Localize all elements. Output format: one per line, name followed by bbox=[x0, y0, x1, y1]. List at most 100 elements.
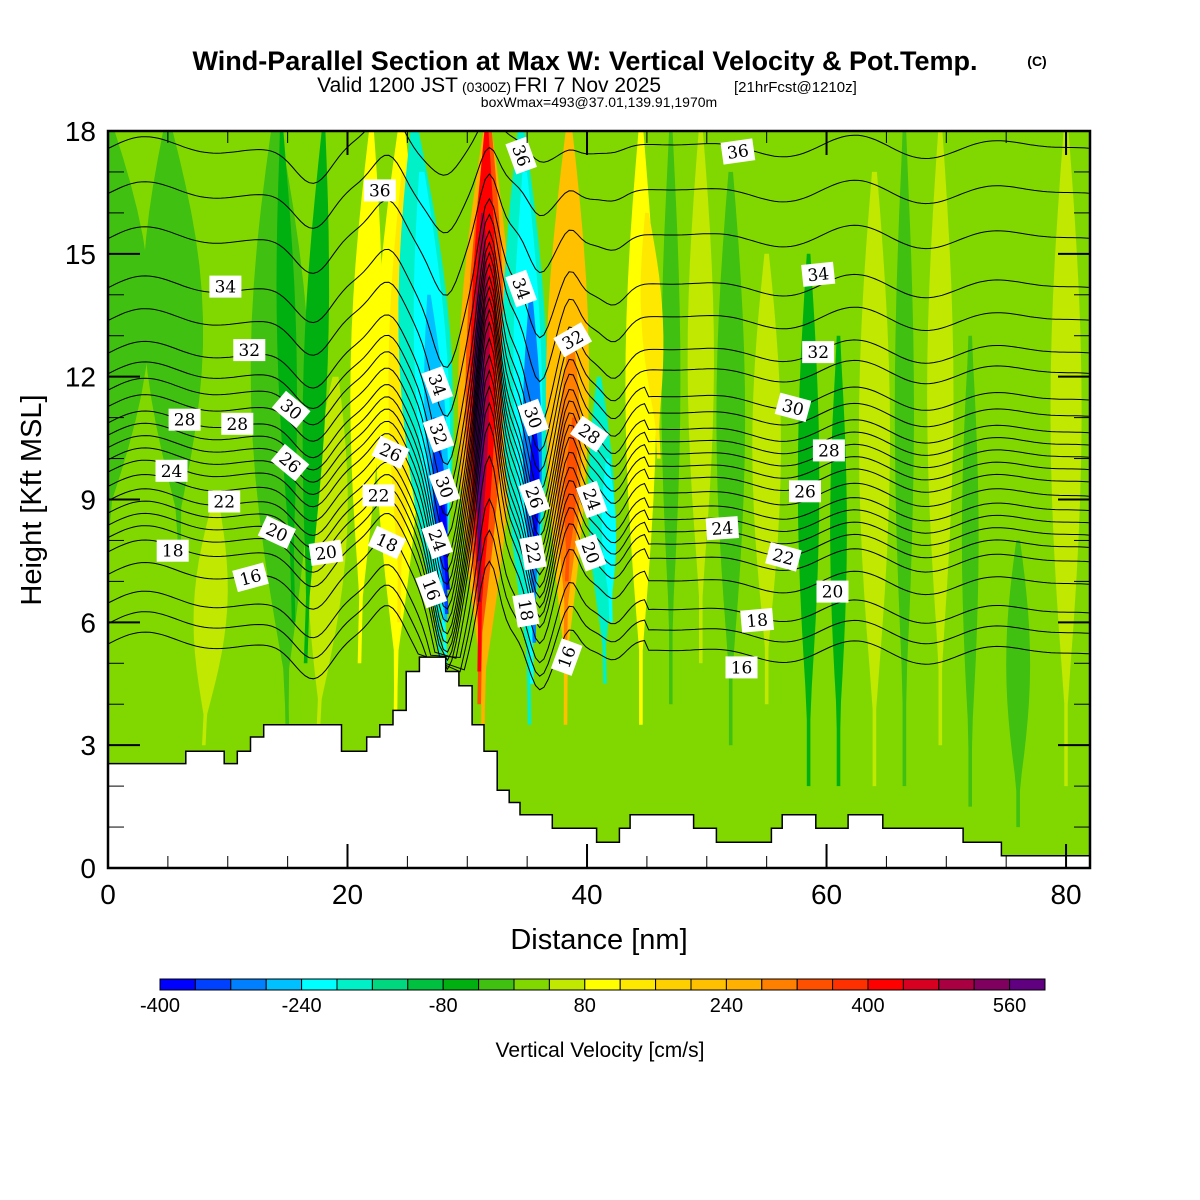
theta-contour-15 bbox=[108, 529, 1089, 677]
contour-label-box bbox=[774, 392, 812, 423]
velocity-band bbox=[752, 253, 781, 705]
contour-label-box bbox=[765, 542, 802, 572]
contour-label: 24 bbox=[155, 459, 188, 482]
theta-contour-30 bbox=[108, 251, 1089, 517]
contour-label-text: 28 bbox=[226, 415, 248, 435]
y-tick-label: 15 bbox=[65, 239, 96, 270]
contour-label: 26 bbox=[789, 480, 821, 503]
velocity-band bbox=[588, 376, 615, 684]
contour-label-box bbox=[308, 539, 344, 566]
theta-contour-25 bbox=[108, 308, 1089, 598]
contour-label-box bbox=[208, 490, 241, 513]
contour-label-box bbox=[363, 179, 396, 202]
contour-label-text: 24 bbox=[161, 462, 183, 482]
theta-contour-22 bbox=[108, 353, 1089, 635]
contour-label: 16 bbox=[725, 656, 758, 679]
contour-label-text: 32 bbox=[807, 343, 829, 363]
colorbar-box bbox=[442, 978, 480, 991]
contour-label-box bbox=[518, 478, 551, 517]
colorbar-box bbox=[230, 978, 267, 991]
contour-label-text: 36 bbox=[726, 141, 750, 164]
contour-label-text: 22 bbox=[213, 493, 235, 513]
contour-label-box bbox=[789, 480, 821, 503]
contour-label-box bbox=[816, 580, 849, 603]
contour-label: 16 bbox=[550, 638, 583, 676]
colorbar-box bbox=[159, 978, 196, 991]
contour-label-box bbox=[812, 439, 845, 462]
contour-label-text: 28 bbox=[174, 411, 196, 431]
colorbar-box bbox=[655, 978, 692, 991]
contour-label-text: 18 bbox=[162, 542, 184, 562]
contour-label-box bbox=[233, 339, 266, 362]
velocity-band bbox=[350, 131, 383, 664]
contour-label: 18 bbox=[512, 592, 540, 628]
velocity-band bbox=[1050, 131, 1082, 787]
contour-label-text: 26 bbox=[794, 482, 816, 502]
contour-label: 34 bbox=[801, 261, 836, 287]
colorbar-tick-label: 400 bbox=[851, 995, 884, 1017]
colorbar-box bbox=[301, 978, 338, 991]
contour-label-box bbox=[221, 412, 254, 435]
y-tick-label: 3 bbox=[80, 730, 96, 761]
colorbar-box bbox=[194, 978, 232, 991]
contour-label-box bbox=[550, 638, 583, 676]
contour-label: 28 bbox=[168, 408, 201, 431]
colorbar-box bbox=[407, 978, 444, 991]
theta-contour-14 bbox=[108, 560, 1089, 691]
colorbar-box bbox=[938, 978, 975, 991]
velocity-band bbox=[564, 417, 578, 582]
theta-contour-18 bbox=[108, 421, 1089, 671]
x-tick-label: 60 bbox=[811, 879, 842, 910]
contour-label-box bbox=[232, 562, 269, 593]
colorbar-box bbox=[584, 978, 621, 991]
colorbar-box bbox=[796, 978, 834, 991]
velocity-band bbox=[193, 499, 228, 746]
theta-contour-26 bbox=[108, 296, 1089, 586]
contour-label: 22 bbox=[208, 490, 241, 513]
x-tick-label: 0 bbox=[100, 879, 116, 910]
velocity-band bbox=[661, 131, 681, 705]
velocity-region bbox=[108, 548, 192, 766]
contour-label: 16 bbox=[232, 562, 269, 593]
contour-label-box bbox=[553, 322, 593, 358]
contour-label-box bbox=[168, 408, 201, 431]
contour-label-box bbox=[421, 521, 454, 560]
colorbar-tick-label: -80 bbox=[429, 995, 458, 1017]
contour-label: 20 bbox=[308, 539, 344, 566]
colorbar-tick-label: -400 bbox=[140, 995, 180, 1017]
theta-contour-33 bbox=[108, 213, 1089, 417]
contour-label-box bbox=[367, 525, 407, 560]
contour-label-box bbox=[156, 539, 189, 562]
contour-label-box bbox=[801, 261, 836, 287]
contour-label: 22 bbox=[519, 535, 547, 571]
contour-label-box bbox=[740, 607, 774, 633]
terrain bbox=[107, 656, 1091, 869]
y-tick-label: 6 bbox=[80, 607, 96, 638]
subtitle-box-wmax: boxWmax=493@37.01,139.91,1970m bbox=[481, 94, 717, 110]
velocity-band bbox=[716, 171, 746, 746]
chart-title: Wind-Parallel Section at Max W: Vertical… bbox=[193, 46, 978, 76]
contour-label-text: 34 bbox=[806, 264, 830, 286]
contour-label-box bbox=[155, 459, 188, 482]
contour-label: 18 bbox=[740, 607, 774, 633]
terrain-profile bbox=[107, 656, 1091, 869]
x-axis: 0 20 40 60 80 bbox=[100, 131, 1082, 910]
contour-label: 22 bbox=[362, 484, 395, 507]
contour-label-box bbox=[505, 269, 538, 308]
contour-label-box bbox=[575, 480, 608, 519]
contour-label: 36 bbox=[505, 136, 538, 175]
contour-label-box bbox=[720, 138, 756, 165]
colorbar-label: Vertical Velocity [cm/s] bbox=[496, 1039, 705, 1062]
colorbar-box bbox=[478, 978, 515, 991]
contour-label-text: 22 bbox=[520, 540, 543, 565]
velocity-band bbox=[797, 253, 820, 787]
contour-label-box bbox=[209, 275, 242, 298]
contour-label-box bbox=[415, 570, 448, 609]
contour-label: 34 bbox=[209, 275, 242, 298]
contour-label-box bbox=[569, 415, 609, 453]
y-tick-label: 12 bbox=[65, 362, 96, 393]
subtitle-valid-time: Valid 1200 JST bbox=[317, 74, 458, 97]
colorbar-box bbox=[513, 978, 550, 991]
contour-label-box bbox=[421, 366, 454, 404]
